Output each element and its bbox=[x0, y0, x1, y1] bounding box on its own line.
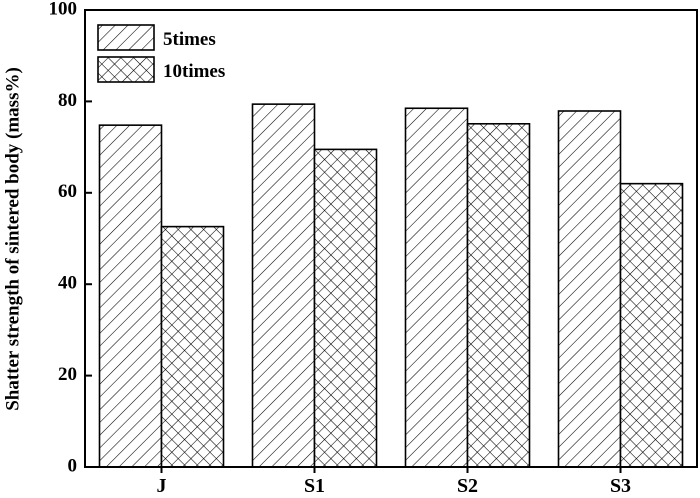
legend-label-10times: 10times bbox=[163, 61, 225, 82]
x-axis-categories: J S1 S2 S3 bbox=[157, 467, 631, 497]
bar-s2-10times bbox=[466, 122, 531, 468]
bar-s2-5times bbox=[404, 107, 469, 468]
bar-s3-10times bbox=[619, 182, 684, 468]
x-category-label-j: J bbox=[157, 475, 167, 497]
y-tick-label-100: 100 bbox=[49, 0, 78, 19]
bar-j-10times bbox=[160, 225, 225, 468]
bar-s1-5times bbox=[251, 103, 316, 468]
y-axis-title: Shatter strength of sintered body (mass%… bbox=[2, 67, 23, 411]
x-category-label-s1: S1 bbox=[304, 475, 325, 497]
x-category-label-s3: S3 bbox=[610, 475, 631, 497]
y-tick-label-60: 60 bbox=[58, 181, 77, 202]
y-tick-label-0: 0 bbox=[68, 455, 78, 476]
bar-s3-5times bbox=[557, 110, 622, 468]
bar-s1-10times bbox=[313, 148, 378, 468]
x-category-label-s2: S2 bbox=[457, 475, 478, 497]
legend-swatch-5times bbox=[97, 24, 155, 51]
legend-label-5times: 5times bbox=[163, 29, 216, 50]
legend: 5times 10times bbox=[97, 24, 225, 83]
bar-group bbox=[98, 103, 684, 468]
y-tick-label-80: 80 bbox=[58, 90, 77, 111]
bar-j-5times bbox=[98, 124, 163, 468]
y-tick-label-40: 40 bbox=[58, 273, 77, 294]
plot-frame bbox=[84, 9, 698, 468]
legend-swatch-10times bbox=[97, 56, 155, 83]
y-tick-label-20: 20 bbox=[58, 364, 77, 385]
